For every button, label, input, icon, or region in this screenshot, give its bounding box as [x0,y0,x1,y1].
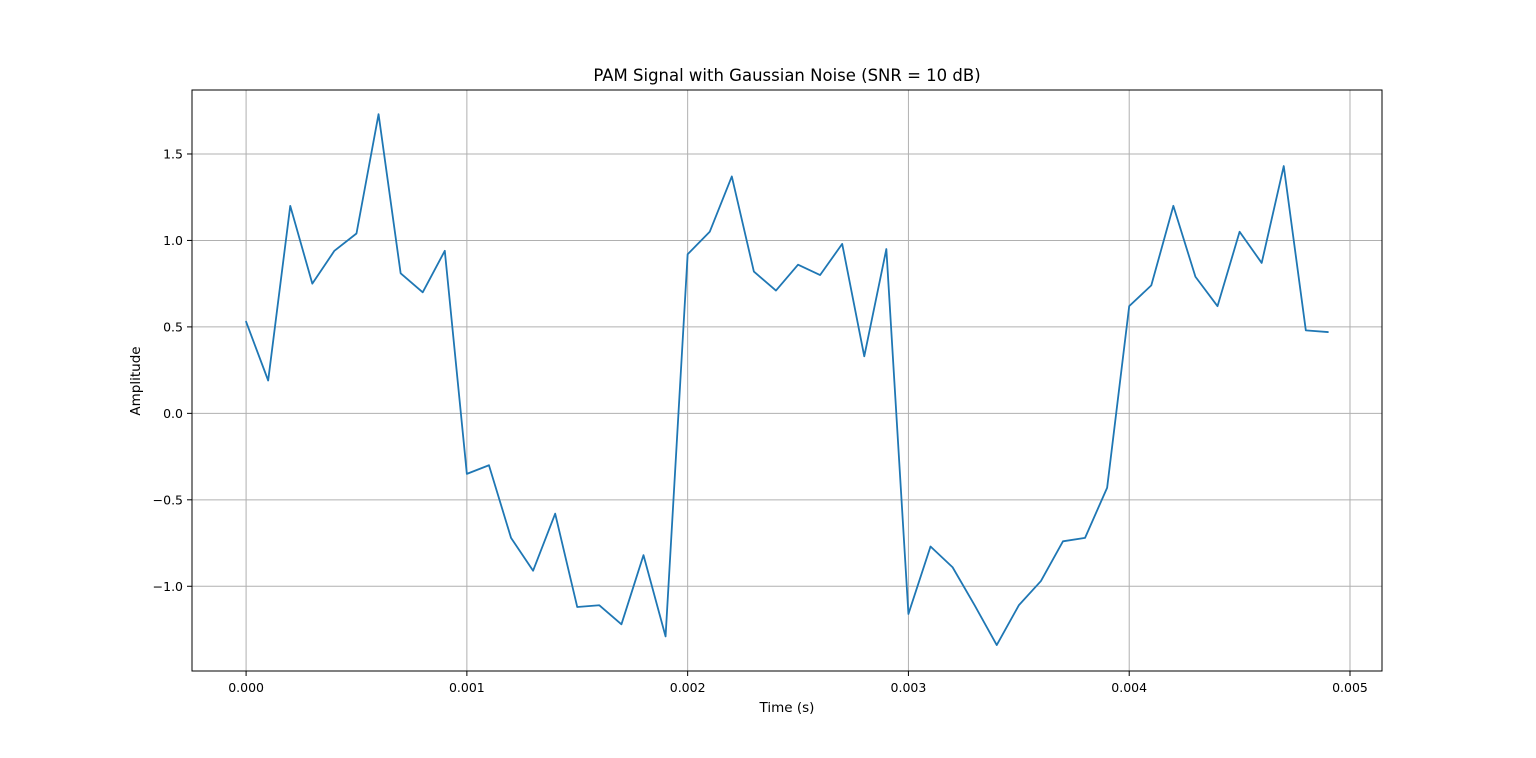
x-tick-label: 0.003 [891,680,927,695]
x-tick-label: 0.000 [228,680,264,695]
series-line [246,114,1328,645]
x-axis: 0.000 0.001 0.002 0.003 0.004 0.005 [228,671,1368,695]
plot-frame [192,90,1382,671]
plot-lines [246,114,1328,645]
y-axis-label: Amplitude [128,346,144,415]
x-tick-label: 0.005 [1332,680,1368,695]
y-tick-label: 1.0 [163,233,183,248]
x-tick-label: 0.004 [1111,680,1147,695]
y-tick-label: 0.0 [163,406,183,421]
x-tick-label: 0.002 [670,680,706,695]
y-tick-label: −1.0 [153,579,183,594]
x-tick-label: 0.001 [449,680,485,695]
x-axis-label: Time (s) [759,700,815,716]
y-tick-label: 0.5 [163,319,183,334]
grid [192,90,1382,671]
y-tick-label: 1.5 [163,146,183,161]
y-tick-label: −0.5 [153,492,183,507]
chart-title: PAM Signal with Gaussian Noise (SNR = 10… [593,66,980,85]
y-axis: −1.0 −0.5 0.0 0.5 1.0 1.5 [153,146,192,593]
